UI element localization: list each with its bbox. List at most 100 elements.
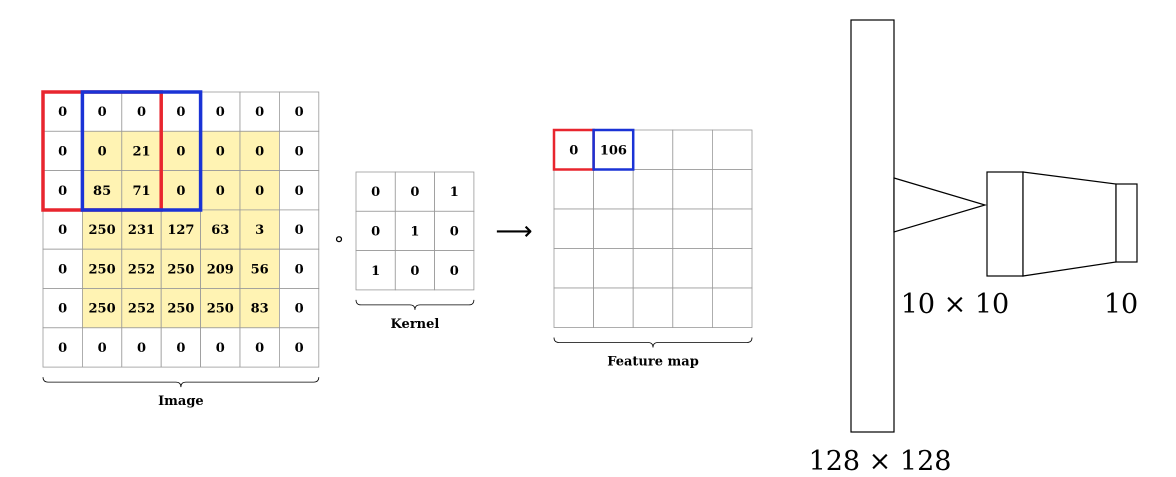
grid-cell [239,209,280,250]
grid-cell [239,327,280,368]
input-layer-dim-label: 128 × 128 [809,446,952,477]
grid-cell [553,287,594,328]
cell-value: 0 [98,105,107,120]
cell-value: 0 [295,184,304,199]
grid-cell [278,288,320,329]
cell-value: 0 [255,144,264,159]
grid-cell [672,169,713,210]
cell-value: 127 [167,223,194,238]
grid-cell [200,327,241,368]
cell-value: 0 [450,264,459,279]
cell-value: 0 [295,302,304,317]
cell-value: 250 [89,302,116,317]
cell-value: 56 [251,262,269,277]
grid-cell [121,170,162,211]
cell-value: 106 [600,143,627,158]
cell-value: 252 [128,302,155,317]
cell-value: 0 [255,105,264,120]
cell-value: 0 [58,223,67,238]
grid-cell [82,209,123,250]
grid-cell [200,170,241,211]
cell-value: 1 [450,185,459,200]
conv-filter-triangle [893,177,988,233]
image-grid: 0 0 0 0 0 0 0 0 0 21 0 0 0 0 0 85 71 0 0 0 0 0 250 231 127 63 3 0 0 2… [41,90,320,409]
output-cell-blue [592,128,635,171]
hidden-layer-block [986,171,1024,277]
cell-value: 0 [58,262,67,277]
grid-cell [394,250,435,291]
grid-cell [712,169,753,210]
dense-connection-trapezoid [1022,171,1117,277]
cell-value: 71 [132,184,150,199]
grid-cell [355,210,396,252]
grid-cell [593,208,634,249]
cell-value: 0 [371,224,380,239]
grid-cell [355,250,396,291]
cell-value: 0 [176,105,185,120]
cell-value: 0 [216,105,225,120]
cell-value: 250 [89,223,116,238]
grid-cell [82,288,123,329]
grid-cell [593,287,634,328]
grid-caption: Kernel [391,317,440,332]
grid-cell [278,209,320,250]
cell-value: 209 [207,262,234,277]
cell-value: 0 [295,144,304,159]
cell-value: 0 [371,185,380,200]
cell-value: 3 [255,223,264,238]
grid-cell [394,210,435,252]
cell-value: 0 [450,224,459,239]
grid-caption: Image [158,394,204,409]
cell-value: 21 [132,144,150,159]
grid-cell [434,250,475,291]
grid-cell [593,248,634,289]
network-schematic: 10 × 10 10 128 × 128 [809,19,1138,477]
cell-value: 0 [255,184,264,199]
grid-cell [553,169,594,210]
grid-cell [278,130,320,172]
cell-value: 1 [410,224,419,239]
kernel-grid: 0 0 1 0 1 0 1 0 0 Kernel [355,171,475,332]
input-layer-block [850,19,895,433]
cell-value: 252 [128,262,155,277]
arrow-icon: ⟶ [495,217,532,247]
grid-cell [632,129,674,170]
grid-cell [632,208,674,249]
grid-cell [553,129,594,170]
cell-value: 63 [211,223,229,238]
cell-value: 83 [251,302,269,317]
grid-brace [42,377,320,388]
cell-value: 0 [410,264,419,279]
grid-cell [200,130,241,172]
cell-value: 0 [98,144,107,159]
convolution-operator: ∘ [333,227,346,251]
feature-map-grid: 0 106 Feature map [552,128,753,370]
grid-cell [632,169,674,210]
grid-cell [121,327,162,368]
kernel-window-blue [80,90,203,212]
cell-value: 0 [137,341,146,356]
cell-value: 231 [128,223,155,238]
cell-value: 1 [371,264,380,279]
grid-cell [712,129,753,170]
grid-brace [355,299,475,310]
grid-cell [121,130,162,172]
grid-cell [672,248,713,289]
grid-cell [712,287,753,328]
grid-cell [42,288,83,329]
grid-cell [712,208,753,249]
output-layer-block [1115,183,1138,263]
grid-cell [200,288,241,329]
grid-cell [593,169,634,210]
grid-brace [553,337,753,348]
cell-value: 0 [58,144,67,159]
grid-cell [553,208,594,249]
grid-caption: Feature map [607,355,699,370]
output-layer-dim-label: 10 [1104,289,1138,320]
grid-cell [553,248,594,289]
grid-cell [672,208,713,249]
hidden-layer-dim-label: 10 × 10 [901,289,1010,320]
grid-cell [593,129,634,170]
grid-cell [355,171,396,212]
